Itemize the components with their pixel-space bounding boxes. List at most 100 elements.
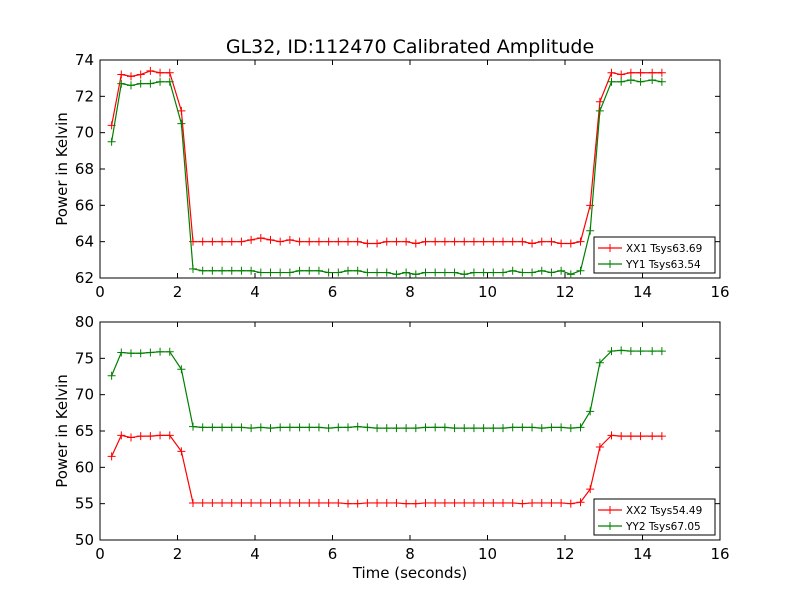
- top-data-point: [136, 79, 145, 88]
- bottom-data-point: [344, 499, 352, 508]
- top-data-point: [479, 268, 488, 277]
- bottom-data-point: [537, 498, 546, 507]
- bottom-x-tick-label: 6: [328, 545, 338, 563]
- bottom-data-point: [189, 422, 197, 431]
- top-legend-label: XX1 Tsys63.69: [626, 243, 702, 255]
- bottom-data-point: [440, 423, 449, 432]
- top-x-tick-label: 0: [95, 283, 105, 301]
- top-data-point: [537, 266, 546, 275]
- top-data-point: [421, 268, 430, 277]
- bottom-data-point: [499, 424, 507, 433]
- bottom-data-point: [460, 424, 469, 433]
- top-data-point: [324, 268, 333, 277]
- bottom-y-tick-label: 50: [75, 531, 94, 549]
- bottom-data-point: [324, 498, 333, 507]
- bottom-x-tick-label: 10: [478, 545, 497, 563]
- bottom-data-point: [156, 431, 165, 440]
- bottom-data-point: [607, 431, 616, 440]
- bottom-x-tick-label: 0: [95, 545, 105, 563]
- top-data-point: [402, 268, 411, 277]
- bottom-data-point: [431, 423, 440, 432]
- top-y-tick-label: 62: [75, 269, 94, 287]
- bottom-data-point: [305, 498, 314, 507]
- top-data-point: [617, 77, 626, 86]
- bottom-data-point: [334, 498, 343, 507]
- top-legend-marker: [606, 244, 614, 252]
- bottom-x-tick-label: 16: [710, 545, 729, 563]
- bottom-data-point: [402, 424, 411, 433]
- top-data-point: [276, 268, 285, 277]
- bottom-legend-marker: [606, 522, 614, 530]
- bottom-data-point: [363, 498, 372, 507]
- top-data-point: [557, 266, 566, 275]
- bottom-data-point: [136, 432, 145, 441]
- bottom-data-point: [537, 424, 546, 433]
- top-data-point: [314, 237, 323, 246]
- top-data-point: [607, 68, 616, 77]
- bottom-data-point: [237, 423, 246, 432]
- top-data-point: [305, 266, 314, 275]
- top-y-tick-label: 64: [75, 233, 94, 251]
- top-x-tick-label: 8: [405, 283, 415, 301]
- bottom-data-point: [392, 498, 401, 507]
- top-data-point: [127, 81, 135, 90]
- bottom-data-point: [256, 423, 265, 432]
- top-data-point: [382, 237, 391, 246]
- bottom-x-axis-label: Time (seconds): [352, 564, 468, 582]
- top-data-point: [237, 266, 246, 275]
- top-data-point: [324, 237, 333, 246]
- top-data-point: [363, 268, 372, 277]
- bottom-data-point: [208, 498, 217, 507]
- top-data-point: [295, 237, 304, 246]
- bottom-data-point: [295, 498, 304, 507]
- bottom-data-point: [344, 423, 352, 432]
- top-data-point: [440, 237, 449, 246]
- bottom-data-point: [156, 347, 165, 356]
- top-data-point: [518, 268, 527, 277]
- bottom-data-point: [314, 423, 323, 432]
- bottom-data-point: [256, 498, 265, 507]
- top-x-tick-label: 14: [633, 283, 652, 301]
- bottom-data-point: [636, 347, 645, 356]
- bottom-data-point: [107, 452, 116, 461]
- bottom-data-point: [218, 498, 227, 507]
- top-data-point: [402, 237, 411, 246]
- top-series-2: [107, 75, 666, 279]
- bottom-data-point: [107, 371, 116, 380]
- bottom-data-point: [508, 423, 517, 432]
- bottom-data-point: [402, 499, 411, 508]
- bottom-data-point: [295, 423, 304, 432]
- top-data-point: [334, 237, 343, 246]
- bottom-data-point: [469, 424, 478, 433]
- top-data-point: [508, 266, 517, 275]
- top-y-tick-label: 74: [75, 51, 94, 69]
- top-data-point: [528, 268, 537, 277]
- bottom-legend: XX2 Tsys54.49 YY2 Tsys67.05: [593, 498, 716, 536]
- bottom-data-point: [636, 432, 645, 441]
- top-data-point: [208, 266, 217, 275]
- bottom-data-point: [557, 423, 566, 432]
- bottom-y-tick-label: 80: [75, 313, 94, 331]
- top-data-point: [460, 237, 469, 246]
- top-data-point: [586, 201, 595, 210]
- bottom-data-point: [353, 422, 362, 431]
- top-data-point: [450, 237, 459, 246]
- bottom-data-point: [382, 498, 391, 507]
- top-y-axis-label: Power in Kelvin: [53, 112, 71, 226]
- bottom-x-tick-label: 4: [250, 545, 260, 563]
- bottom-data-point: [586, 407, 595, 416]
- top-data-point: [440, 268, 449, 277]
- bottom-series-1: [107, 431, 666, 508]
- top-data-point: [117, 70, 126, 79]
- bottom-x-tick-label: 2: [173, 545, 183, 563]
- bottom-x-tick-label: 8: [405, 545, 415, 563]
- top-data-point: [450, 268, 459, 277]
- top-data-point: [127, 72, 135, 81]
- bottom-y-tick-label: 65: [75, 422, 94, 440]
- bottom-data-point: [617, 432, 626, 441]
- bottom-x-tick-label: 14: [633, 545, 652, 563]
- top-data-point: [421, 237, 430, 246]
- bottom-y-tick-label: 75: [75, 349, 94, 367]
- top-data-point: [156, 77, 165, 86]
- bottom-data-point: [189, 498, 197, 507]
